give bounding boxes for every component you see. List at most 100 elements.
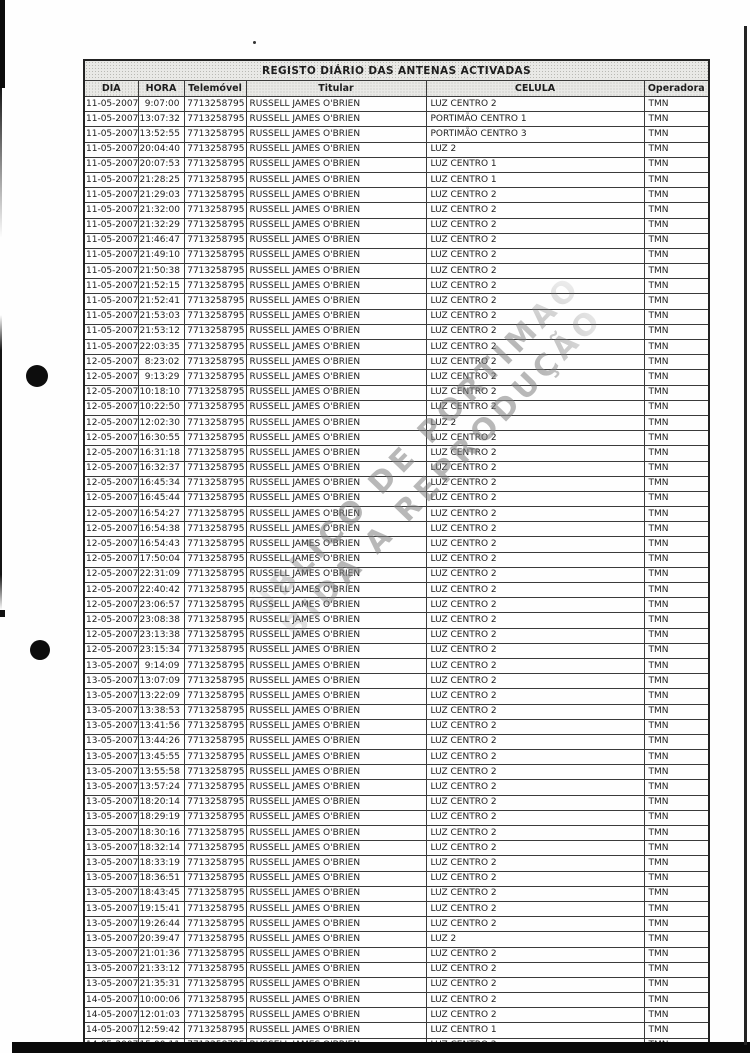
table-row: 11-05-2007 21:28:25 7713258795 RUSSELL JAME…	[83, 171, 710, 189]
cell-operadora: TMN	[643, 627, 710, 644]
cell-hora: 16:32:37	[137, 460, 185, 477]
cell-titular: RUSSELL JAMES O'BRIEN	[245, 506, 427, 523]
cell-telemovel: 7713258795	[183, 369, 247, 386]
cell-operadora: TMN	[643, 916, 710, 933]
table-body: 11-05-2007 9:07:00 7713258795 RUSSELL JAMES…	[83, 95, 710, 1053]
cell-operadora: TMN	[643, 961, 710, 978]
cell-celula: LUZ 2	[425, 414, 645, 432]
cell-hora: 18:32:14	[137, 840, 185, 857]
cell-titular: RUSSELL JAMES O'BRIEN	[245, 445, 427, 462]
cell-hora: 16:30:55	[137, 430, 185, 447]
cell-celula: LUZ 2	[425, 141, 645, 158]
cell-telemovel: 7713258795	[183, 111, 247, 128]
cell-operadora: TMN	[643, 354, 710, 371]
cell-dia: 13-05-2007	[83, 718, 139, 735]
cell-hora: 20:07:53	[137, 156, 185, 173]
cell-celula: LUZ CENTRO 2	[425, 323, 645, 341]
column-header-titular: Titular	[245, 80, 427, 97]
cell-celula: LUZ CENTRO 2	[425, 308, 645, 325]
cell-celula: LUZ CENTRO 2	[425, 840, 645, 857]
cell-operadora: TMN	[643, 156, 710, 173]
table-row: 12-05-2007 23:06:57 7713258795 RUSSELL JAME…	[83, 597, 710, 614]
hole-punch-mark-bottom	[30, 640, 50, 660]
cell-operadora: TMN	[643, 126, 710, 143]
cell-dia: 11-05-2007	[83, 278, 139, 295]
cell-titular: RUSSELL JAMES O'BRIEN	[245, 566, 427, 584]
cell-operadora: TMN	[643, 460, 710, 477]
cell-dia: 12-05-2007	[83, 384, 139, 401]
cell-titular: RUSSELL JAMES O'BRIEN	[245, 627, 427, 644]
cell-dia: 11-05-2007	[83, 95, 139, 113]
cell-hora: 10:00:06	[137, 992, 185, 1009]
cell-dia: 12-05-2007	[83, 399, 139, 416]
cell-telemovel: 7713258795	[183, 976, 247, 994]
cell-hora: 13:41:56	[137, 718, 185, 735]
cell-titular: RUSSELL JAMES O'BRIEN	[245, 688, 427, 705]
table-row: 12-05-2007 16:54:27 7713258795 RUSSELL JAME…	[83, 506, 710, 523]
cell-celula: LUZ CENTRO 2	[425, 566, 645, 584]
cell-celula: LUZ CENTRO 2	[425, 946, 645, 963]
cell-hora: 23:08:38	[137, 612, 185, 629]
cell-dia: 12-05-2007	[83, 369, 139, 386]
cell-titular: RUSSELL JAMES O'BRIEN	[245, 1022, 427, 1039]
cell-hora: 19:26:44	[137, 916, 185, 933]
cell-hora: 9:14:09	[137, 657, 185, 675]
cell-dia: 12-05-2007	[83, 597, 139, 614]
cell-telemovel: 7713258795	[183, 566, 247, 584]
cell-titular: RUSSELL JAMES O'BRIEN	[245, 1007, 427, 1024]
cell-titular: RUSSELL JAMES O'BRIEN	[245, 247, 427, 265]
cell-hora: 12:01:03	[137, 1007, 185, 1024]
cell-operadora: TMN	[643, 247, 710, 265]
cell-dia: 12-05-2007	[83, 490, 139, 508]
cell-operadora: TMN	[643, 217, 710, 234]
cell-hora: 10:18:10	[137, 384, 185, 401]
cell-operadora: TMN	[643, 764, 710, 781]
cell-celula: LUZ 2	[425, 931, 645, 948]
cell-hora: 13:07:09	[137, 673, 185, 690]
cell-hora: 13:45:55	[137, 749, 185, 766]
cell-hora: 21:49:10	[137, 247, 185, 265]
cell-titular: RUSSELL JAMES O'BRIEN	[245, 976, 427, 994]
cell-telemovel: 7713258795	[183, 126, 247, 143]
cell-operadora: TMN	[643, 293, 710, 310]
table-row: 14-05-2007 12:59:42 7713258795 RUSSELL JAME…	[83, 1022, 710, 1039]
cell-operadora: TMN	[643, 855, 710, 872]
table-row: 11-05-2007 21:49:10 7713258795 RUSSELL JAME…	[83, 247, 710, 265]
cell-operadora: TMN	[643, 1007, 710, 1024]
cell-dia: 13-05-2007	[83, 764, 139, 781]
cell-operadora: TMN	[643, 581, 710, 599]
cell-dia: 11-05-2007	[83, 126, 139, 143]
cell-telemovel: 7713258795	[183, 217, 247, 234]
column-header-hora: HORA	[137, 80, 185, 97]
table-row: 11-05-2007 21:52:15 7713258795 RUSSELL JAME…	[83, 278, 710, 295]
cell-telemovel: 7713258795	[183, 657, 247, 675]
cell-hora: 21:53:12	[137, 323, 185, 341]
table-row: 11-05-2007 13:07:32 7713258795 RUSSELL JAME…	[83, 111, 710, 128]
cell-telemovel: 7713258795	[183, 673, 247, 690]
cell-dia: 13-05-2007	[83, 855, 139, 872]
cell-telemovel: 7713258795	[183, 475, 247, 492]
cell-hora: 18:36:51	[137, 870, 185, 887]
cell-hora: 13:55:58	[137, 764, 185, 781]
table-row: 11-05-2007 20:07:53 7713258795 RUSSELL JAME…	[83, 156, 710, 173]
cell-telemovel: 7713258795	[183, 961, 247, 978]
cell-operadora: TMN	[643, 475, 710, 492]
cell-hora: 13:57:24	[137, 779, 185, 796]
cell-operadora: TMN	[643, 187, 710, 204]
cell-dia: 11-05-2007	[83, 111, 139, 128]
cell-operadora: TMN	[643, 566, 710, 584]
cell-hora: 22:40:42	[137, 581, 185, 599]
cell-celula: LUZ CENTRO 2	[425, 293, 645, 310]
cell-dia: 13-05-2007	[83, 946, 139, 963]
table-row: 11-05-2007 21:50:38 7713258795 RUSSELL JAME…	[83, 263, 710, 280]
cell-operadora: TMN	[643, 824, 710, 842]
table-row: 12-05-2007 22:31:09 7713258795 RUSSELL JAME…	[83, 566, 710, 584]
cell-titular: RUSSELL JAMES O'BRIEN	[245, 338, 427, 356]
table-row: 13-05-2007 18:36:51 7713258795 RUSSELL JAME…	[83, 870, 710, 887]
cell-celula: LUZ CENTRO 2	[425, 369, 645, 386]
cell-dia: 13-05-2007	[83, 703, 139, 720]
cell-telemovel: 7713258795	[183, 855, 247, 872]
column-header-dia: DIA	[83, 80, 139, 97]
table-header-row: DIA HORA Telemóvel Titular CELULA Operad…	[83, 80, 710, 97]
